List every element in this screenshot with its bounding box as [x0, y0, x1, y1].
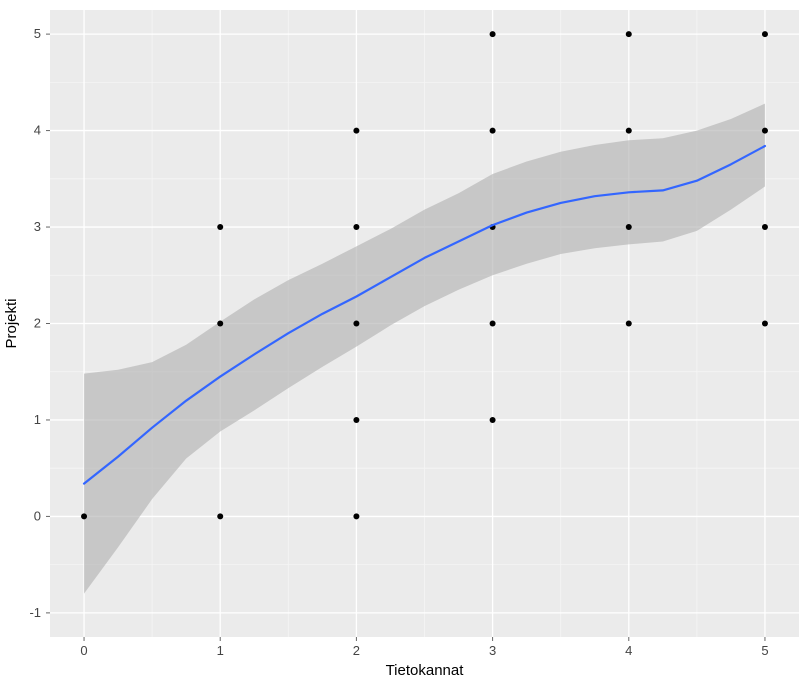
data-point — [353, 224, 359, 230]
data-point — [81, 513, 87, 519]
data-point — [353, 321, 359, 327]
data-point — [490, 128, 496, 134]
data-point — [762, 321, 768, 327]
data-point — [762, 224, 768, 230]
y-tick-label: 3 — [34, 219, 41, 234]
data-point — [626, 31, 632, 37]
data-point — [353, 513, 359, 519]
data-point — [626, 321, 632, 327]
data-point — [217, 321, 223, 327]
data-point — [353, 417, 359, 423]
data-point — [217, 224, 223, 230]
data-point — [353, 128, 359, 134]
x-tick-label: 3 — [489, 643, 496, 658]
y-tick-label: 2 — [34, 316, 41, 331]
y-tick-label: 5 — [34, 26, 41, 41]
x-tick-label: 0 — [80, 643, 87, 658]
plot-panel — [50, 10, 799, 637]
x-axis-label: Tietokannat — [386, 662, 465, 679]
x-tick-label: 5 — [761, 643, 768, 658]
data-point — [217, 513, 223, 519]
data-point — [490, 31, 496, 37]
data-point — [762, 31, 768, 37]
y-tick-label: 1 — [34, 412, 41, 427]
y-tick-label: 0 — [34, 508, 41, 523]
y-tick-label: 4 — [34, 123, 41, 138]
scatter-smooth-chart: 0 1 2 3 4 5 -1 0 1 2 3 4 5 Tietokannat Projekti — [0, 0, 811, 685]
data-point — [490, 417, 496, 423]
y-tick-label: -1 — [29, 605, 41, 620]
x-tick-label: 1 — [217, 643, 224, 658]
data-point — [626, 128, 632, 134]
data-point — [762, 128, 768, 134]
chart-container: 0 1 2 3 4 5 -1 0 1 2 3 4 5 Tietokannat Projekti — [0, 0, 811, 685]
data-point — [490, 321, 496, 327]
data-point — [626, 224, 632, 230]
x-tick-label: 4 — [625, 643, 632, 658]
x-tick-label: 2 — [353, 643, 360, 658]
y-axis-label: Projekti — [3, 298, 20, 348]
